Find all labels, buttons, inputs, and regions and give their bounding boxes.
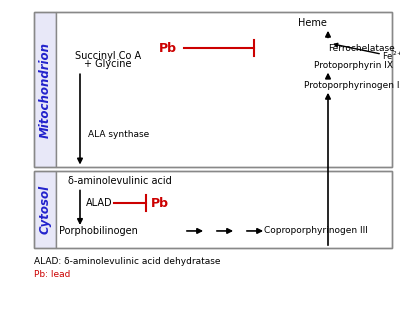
Text: Coproporphyrinogen III: Coproporphyrinogen III — [264, 226, 368, 236]
Text: Porphobilinogen: Porphobilinogen — [58, 226, 138, 236]
Bar — [34, 170, 56, 248]
Text: Cytosol: Cytosol — [38, 185, 52, 234]
Bar — [56, 170, 392, 248]
Text: + Glycine: + Glycine — [84, 59, 132, 69]
Text: Succinyl Co A: Succinyl Co A — [75, 51, 141, 61]
Text: Ferrochelatase: Ferrochelatase — [329, 43, 395, 53]
Bar — [34, 12, 56, 167]
Text: ALAD: δ-aminolevulinic acid dehydratase: ALAD: δ-aminolevulinic acid dehydratase — [34, 257, 220, 267]
Text: ALA synthase: ALA synthase — [88, 130, 149, 140]
Text: Pb: Pb — [159, 42, 177, 55]
Text: Protoporphyrinogen IX: Protoporphyrinogen IX — [304, 81, 400, 90]
Text: Heme: Heme — [298, 18, 326, 28]
Text: Mitochondrion: Mitochondrion — [38, 42, 52, 138]
Bar — [34, 12, 392, 167]
Text: Pb: lead: Pb: lead — [34, 270, 70, 279]
Text: δ-aminolevulinic acid: δ-aminolevulinic acid — [68, 176, 172, 186]
Text: Pb: Pb — [151, 197, 169, 210]
Bar — [56, 12, 392, 167]
Text: Protoporphyrin IX: Protoporphyrin IX — [314, 60, 394, 70]
Bar — [34, 170, 392, 248]
Text: $\sf{Fe}^{2+}$: $\sf{Fe}^{2+}$ — [382, 50, 400, 62]
Text: ALAD: ALAD — [86, 198, 113, 208]
